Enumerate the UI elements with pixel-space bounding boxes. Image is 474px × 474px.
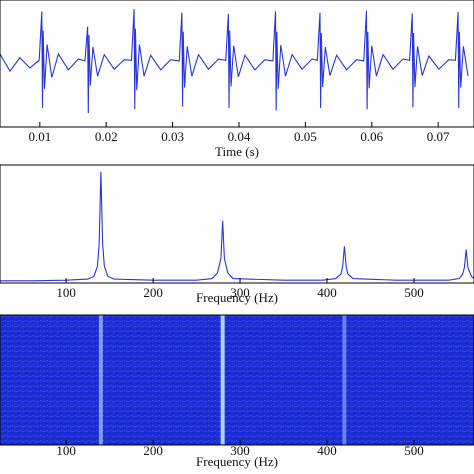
- x-tick-label: 0.01: [28, 129, 51, 144]
- heatmap-strip: [342, 315, 347, 445]
- x-tick-label: 0.03: [161, 129, 184, 144]
- x-tick-label: 500: [404, 443, 424, 458]
- x-tick-label: 500: [404, 285, 424, 300]
- x-tick-label: 100: [56, 285, 76, 300]
- x-axis-label: Frequency (Hz): [196, 454, 278, 469]
- signal-line: [0, 171, 474, 282]
- x-tick-label: 400: [317, 285, 337, 300]
- axes-frame: [0, 0, 474, 128]
- x-tick-label: 0.04: [228, 129, 251, 144]
- x-tick-label: 0.05: [294, 129, 317, 144]
- x-tick-label: 300: [230, 285, 250, 300]
- x-tick-label: 100: [56, 443, 76, 458]
- x-axis-label: Time (s): [215, 144, 259, 159]
- x-tick-label: 0.02: [95, 129, 118, 144]
- x-tick-label: 300: [230, 443, 250, 458]
- heatmap-strip: [220, 315, 225, 445]
- signal-line: [0, 8, 469, 114]
- heatmap-strip: [98, 315, 103, 445]
- x-axis-label: Frequency (Hz): [196, 290, 278, 305]
- x-tick-label: 400: [317, 443, 337, 458]
- axes-frame: [0, 164, 474, 284]
- x-tick-label: 0.06: [360, 129, 383, 144]
- heatmap-background: [0, 315, 474, 445]
- x-tick-label: 200: [143, 285, 163, 300]
- x-tick-label: 0.07: [427, 129, 450, 144]
- x-tick-label: 200: [143, 443, 163, 458]
- axes-frame: [0, 314, 474, 446]
